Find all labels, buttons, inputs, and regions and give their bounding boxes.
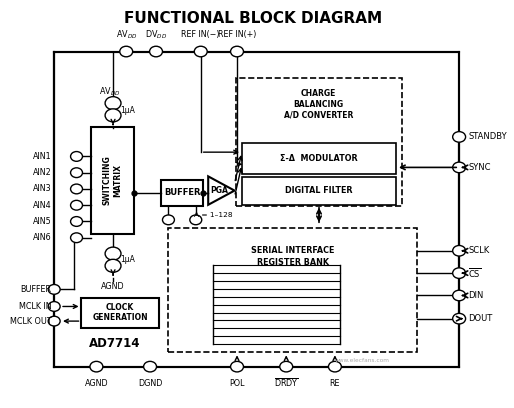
Text: 1μA: 1μA	[120, 255, 135, 264]
Circle shape	[453, 246, 466, 256]
Text: AIN1: AIN1	[33, 152, 52, 161]
FancyBboxPatch shape	[82, 297, 158, 328]
Text: AIN4: AIN4	[33, 201, 52, 210]
Text: AV$_{DD}$: AV$_{DD}$	[116, 28, 137, 41]
Circle shape	[48, 302, 60, 311]
Text: SYNC: SYNC	[468, 163, 490, 172]
Circle shape	[70, 200, 82, 210]
Text: FUNCTIONAL BLOCK DIAGRAM: FUNCTIONAL BLOCK DIAGRAM	[124, 11, 382, 26]
Circle shape	[280, 361, 292, 372]
Text: AGND: AGND	[101, 282, 125, 290]
FancyBboxPatch shape	[242, 177, 396, 205]
Text: DV$_{DD}$: DV$_{DD}$	[145, 28, 167, 41]
Circle shape	[453, 290, 466, 301]
Text: SWITCHING
MATRIX: SWITCHING MATRIX	[103, 156, 122, 206]
FancyBboxPatch shape	[54, 51, 459, 367]
Circle shape	[120, 46, 133, 57]
FancyBboxPatch shape	[169, 228, 417, 353]
Text: DGND: DGND	[138, 379, 162, 388]
Text: AIN2: AIN2	[33, 168, 52, 177]
Circle shape	[328, 361, 341, 372]
Text: MCLK OUT: MCLK OUT	[10, 317, 52, 326]
Circle shape	[162, 215, 174, 225]
Text: AIN3: AIN3	[33, 184, 52, 193]
Circle shape	[90, 361, 103, 372]
Text: REGISTER BANK: REGISTER BANK	[256, 258, 328, 268]
FancyBboxPatch shape	[235, 78, 402, 206]
Text: RE: RE	[329, 379, 340, 388]
Text: SERIAL INTERFACE: SERIAL INTERFACE	[251, 246, 335, 255]
Circle shape	[70, 184, 82, 194]
Text: POL: POL	[229, 379, 245, 388]
Text: 1μA: 1μA	[120, 106, 135, 115]
Circle shape	[70, 168, 82, 177]
Text: $\overline{\mathrm{CS}}$: $\overline{\mathrm{CS}}$	[468, 266, 481, 280]
Circle shape	[190, 215, 201, 225]
Circle shape	[453, 162, 466, 173]
Circle shape	[453, 268, 466, 278]
Text: MCLK IN: MCLK IN	[19, 302, 52, 311]
Circle shape	[70, 217, 82, 226]
Text: DOUT: DOUT	[468, 314, 492, 323]
Text: AIN6: AIN6	[33, 233, 52, 242]
Circle shape	[48, 316, 60, 326]
Circle shape	[105, 247, 121, 260]
Text: BUFFER: BUFFER	[164, 188, 200, 197]
Text: STANDBY: STANDBY	[468, 133, 507, 142]
Text: Σ-Δ  MODULATOR: Σ-Δ MODULATOR	[280, 154, 358, 163]
FancyBboxPatch shape	[242, 143, 396, 173]
Circle shape	[453, 132, 466, 142]
Circle shape	[231, 361, 244, 372]
Circle shape	[453, 313, 466, 324]
Circle shape	[194, 46, 207, 57]
Text: PGA: PGA	[210, 186, 228, 195]
Text: CHARGE
BALANCING
A/D CONVERTER: CHARGE BALANCING A/D CONVERTER	[284, 89, 354, 119]
Text: REF IN(+): REF IN(+)	[218, 30, 256, 39]
Text: AIN5: AIN5	[33, 217, 52, 226]
Text: REF IN(−): REF IN(−)	[181, 30, 220, 39]
Circle shape	[105, 109, 121, 122]
Circle shape	[70, 233, 82, 243]
Text: DIGITAL FILTER: DIGITAL FILTER	[285, 186, 353, 195]
Text: A = 1–128: A = 1–128	[194, 212, 232, 218]
Text: SCLK: SCLK	[468, 246, 489, 255]
Circle shape	[70, 151, 82, 161]
Circle shape	[231, 46, 244, 57]
Text: DIN: DIN	[468, 291, 484, 300]
Circle shape	[48, 284, 60, 294]
Polygon shape	[208, 176, 234, 205]
Circle shape	[150, 46, 162, 57]
Text: CLOCK
GENERATION: CLOCK GENERATION	[92, 303, 148, 322]
Text: AV$_{DD}$: AV$_{DD}$	[99, 86, 121, 98]
Circle shape	[143, 361, 157, 372]
Text: AD7714: AD7714	[89, 337, 141, 350]
Text: BUFFER: BUFFER	[21, 285, 52, 294]
FancyBboxPatch shape	[91, 127, 134, 235]
FancyBboxPatch shape	[161, 180, 203, 206]
Text: $\overline{\mathrm{DRDY}}$: $\overline{\mathrm{DRDY}}$	[274, 378, 299, 390]
Text: www.elecfans.com: www.elecfans.com	[335, 358, 390, 363]
Text: AGND: AGND	[85, 379, 108, 388]
Circle shape	[105, 259, 121, 272]
Circle shape	[105, 97, 121, 110]
